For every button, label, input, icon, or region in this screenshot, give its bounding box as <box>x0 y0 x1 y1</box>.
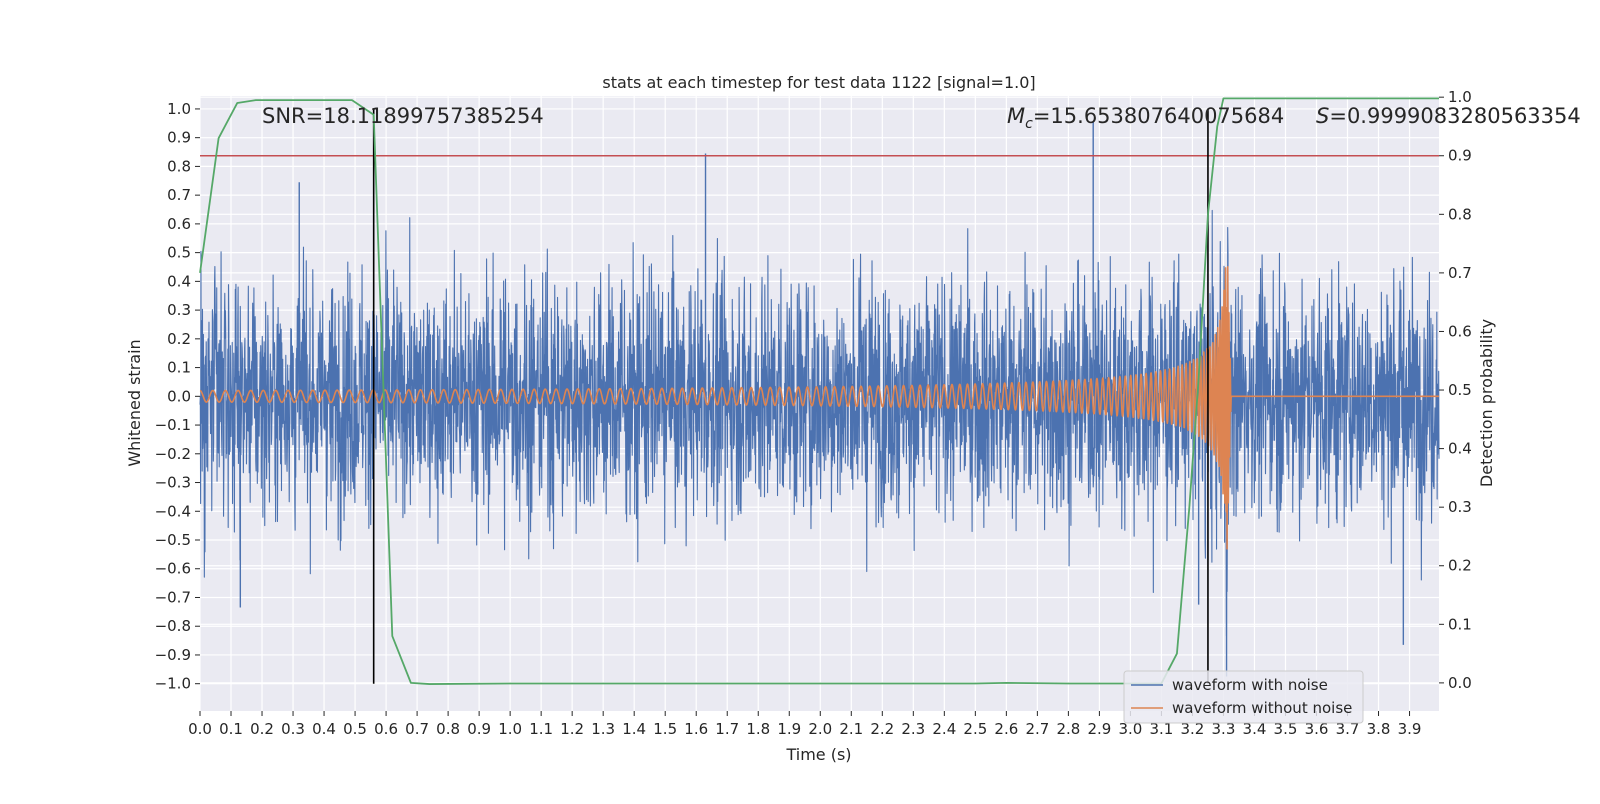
y2-tick-label: 0.3 <box>1448 498 1472 516</box>
y2-axis-label: Detection probability <box>1477 319 1496 487</box>
y-tick-label: −0.5 <box>155 531 191 549</box>
y-tick-label: 0.6 <box>167 215 191 233</box>
chirp-mass-symbol: M <box>1007 104 1025 128</box>
y-tick-label: 0.0 <box>167 387 191 405</box>
chart-title: stats at each timestep for test data 112… <box>602 73 1035 92</box>
x-tick-label: 1.8 <box>746 720 770 738</box>
legend-box <box>1123 670 1364 724</box>
x-axis-label: Time (s) <box>785 745 851 764</box>
x-tick-label: 1.1 <box>529 720 553 738</box>
y-tick-label: −0.7 <box>155 588 191 606</box>
y-tick-label: 0.8 <box>167 157 191 175</box>
y-tick-label: 0.9 <box>167 129 191 147</box>
y2-tick-label: 0.0 <box>1448 674 1472 692</box>
x-tick-label: 0.2 <box>250 720 274 738</box>
clean-series <box>199 266 1440 550</box>
x-tick-label: 2.6 <box>994 720 1018 738</box>
x-tick-label: 0.4 <box>312 720 336 738</box>
y2-tick-label: 0.5 <box>1448 381 1472 399</box>
reference-lines <box>200 108 1439 684</box>
legend-label-noise: waveform with noise <box>1172 676 1328 694</box>
x-tick-label: 1.0 <box>498 720 522 738</box>
y-axis-label: Whitened strain <box>125 339 144 466</box>
x-tick-label: 3.7 <box>1336 720 1360 738</box>
x-tick-label: 0.5 <box>343 720 367 738</box>
snr-annotation: SNR=18.11899757385254 <box>262 104 544 128</box>
x-tick-label: 2.3 <box>901 720 925 738</box>
x-tick-label: 3.9 <box>1398 720 1422 738</box>
x-tick-label: 3.8 <box>1367 720 1391 738</box>
y2-tick-label: 0.6 <box>1448 322 1472 340</box>
x-tick-label: 3.1 <box>1149 720 1173 738</box>
y-tick-label: −1.0 <box>155 675 191 693</box>
x-tick-label: 2.5 <box>963 720 987 738</box>
chirp-mass-subscript: c <box>1025 116 1033 132</box>
legend: waveform with noise waveform without noi… <box>1123 670 1364 724</box>
y-tick-label: 0.2 <box>167 330 191 348</box>
y-axis-ticks: 1.0 0.9 0.8 0.7 0.6 0.5 0.4 0.3 0.2 0.1 0.0 −0.1 −0.… <box>155 100 200 693</box>
y-tick-label: 1.0 <box>167 100 191 118</box>
y-tick-label: 0.3 <box>167 301 191 319</box>
x-tick-label: 0.0 <box>188 720 212 738</box>
y-tick-label: 0.5 <box>167 244 191 262</box>
x-tick-label: 0.6 <box>374 720 398 738</box>
x-tick-label: 2.2 <box>870 720 894 738</box>
legend-label-clean: waveform without noise <box>1172 699 1352 717</box>
x-tick-label: 3.2 <box>1181 720 1205 738</box>
detection-probability-line <box>199 97 1439 685</box>
probability-series <box>199 97 1439 685</box>
x-tick-label: 0.9 <box>467 720 491 738</box>
x-tick-label: 3.0 <box>1118 720 1142 738</box>
y-tick-label: 0.7 <box>167 186 191 204</box>
x-tick-label: 2.8 <box>1056 720 1080 738</box>
x-tick-label: 2.4 <box>932 720 956 738</box>
x-tick-label: 3.5 <box>1274 720 1298 738</box>
x-tick-label: 0.7 <box>405 720 429 738</box>
x-tick-label: 1.2 <box>560 720 584 738</box>
y2-tick-label: 0.2 <box>1448 557 1472 575</box>
y-tick-label: −0.2 <box>155 445 191 463</box>
x-tick-label: 0.8 <box>436 720 460 738</box>
chirp-mass-value: =15.653807640075684 <box>1033 104 1284 128</box>
y2-tick-label: 0.4 <box>1448 440 1472 458</box>
x-tick-label: 1.6 <box>684 720 708 738</box>
x-tick-label: 1.5 <box>653 720 677 738</box>
x-tick-label: 0.1 <box>219 720 243 738</box>
y-tick-label: −0.8 <box>155 617 191 635</box>
x-tick-label: 3.6 <box>1305 720 1329 738</box>
x-tick-label: 2.1 <box>839 720 863 738</box>
y-tick-label: 0.1 <box>167 359 191 377</box>
y2-tick-label: 0.1 <box>1448 615 1472 633</box>
score-annotation: S=0.9999083280563354 <box>1316 104 1581 128</box>
y2-tick-label: 0.8 <box>1448 205 1472 223</box>
noise-waveform-line <box>199 209 1440 637</box>
y2-axis-ticks: 1.0 0.9 0.8 0.7 0.6 0.5 0.4 0.3 0.2 0.1 0.0 <box>1439 88 1472 692</box>
x-axis-ticks: 0.0 0.1 0.2 0.3 0.4 0.5 0.6 0.7 0.8 0.9 1.0 1.1 1.2 1… <box>188 711 1421 738</box>
y-tick-label: −0.4 <box>155 502 191 520</box>
x-tick-label: 3.4 <box>1243 720 1267 738</box>
y-tick-label: −0.6 <box>155 560 191 578</box>
x-tick-label: 0.3 <box>281 720 305 738</box>
y-tick-label: 0.4 <box>167 272 191 290</box>
y-tick-label: −0.1 <box>155 416 191 434</box>
score-symbol: S <box>1316 104 1329 128</box>
x-tick-label: 1.3 <box>591 720 615 738</box>
x-tick-label: 1.7 <box>715 720 739 738</box>
chirp-mass-annotation: Mc=15.653807640075684 <box>1007 104 1284 132</box>
x-tick-label: 1.9 <box>777 720 801 738</box>
y2-tick-label: 0.7 <box>1448 264 1472 282</box>
x-tick-label: 1.4 <box>622 720 646 738</box>
y2-tick-label: 0.9 <box>1448 147 1472 165</box>
y2-tick-label: 1.0 <box>1448 88 1472 106</box>
score-value: =0.9999083280563354 <box>1329 104 1580 128</box>
x-tick-label: 3.3 <box>1212 720 1236 738</box>
y-tick-label: −0.3 <box>155 474 191 492</box>
x-tick-label: 2.9 <box>1087 720 1111 738</box>
x-tick-label: 2.0 <box>808 720 832 738</box>
y-tick-label: −0.9 <box>155 646 191 664</box>
x-tick-label: 2.7 <box>1025 720 1049 738</box>
clean-waveform-line <box>199 266 1440 550</box>
